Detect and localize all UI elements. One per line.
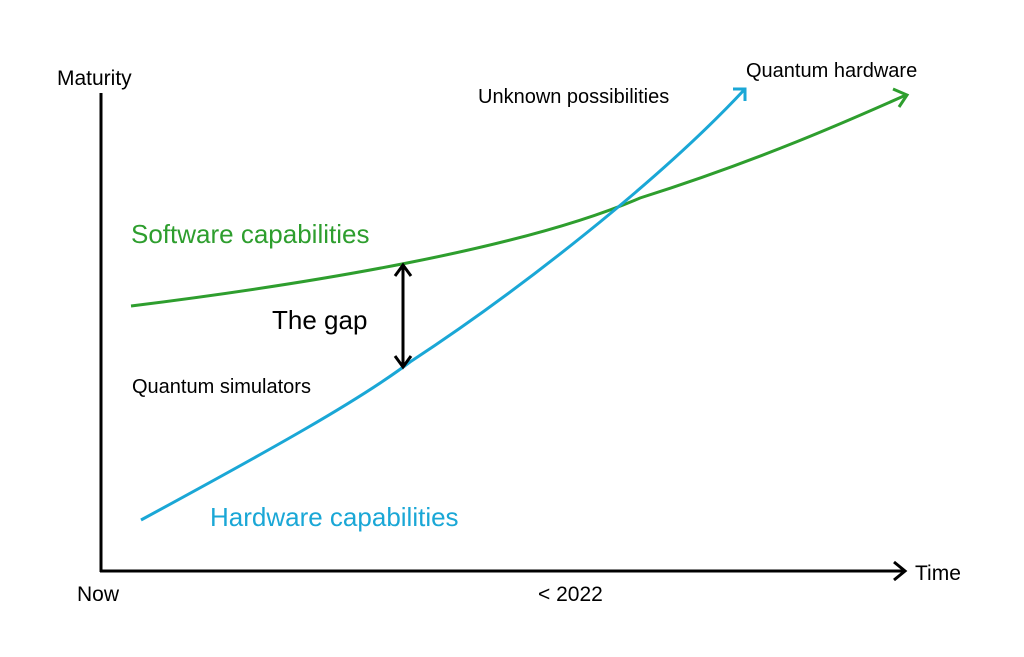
hardware-label: Hardware capabilities (210, 502, 459, 532)
software-label: Software capabilities (131, 219, 369, 249)
x-axis-arrowhead (893, 560, 908, 582)
gap-arrowhead-bottom (393, 355, 413, 370)
hardware-curve (140, 88, 746, 522)
simulators-label: Quantum simulators (132, 376, 311, 398)
hardware-curve-group (140, 87, 747, 522)
gap-arrowhead-top (393, 262, 413, 277)
unknown-label: Unknown possibilities (478, 86, 669, 108)
gap-arrow (393, 262, 413, 370)
hardware-arrowhead (733, 87, 747, 101)
x-mid-label: < 2022 (538, 583, 603, 606)
gap-label: The gap (272, 305, 367, 335)
axes (99, 93, 908, 582)
software-curve-group (130, 87, 910, 308)
quantum-hardware-label: Quantum hardware (746, 60, 917, 82)
software-arrowhead (892, 87, 910, 108)
y-axis-label: Maturity (57, 67, 132, 90)
x-axis-label: Time (915, 562, 961, 585)
x-start-label: Now (77, 583, 120, 606)
software-curve (130, 93, 907, 308)
